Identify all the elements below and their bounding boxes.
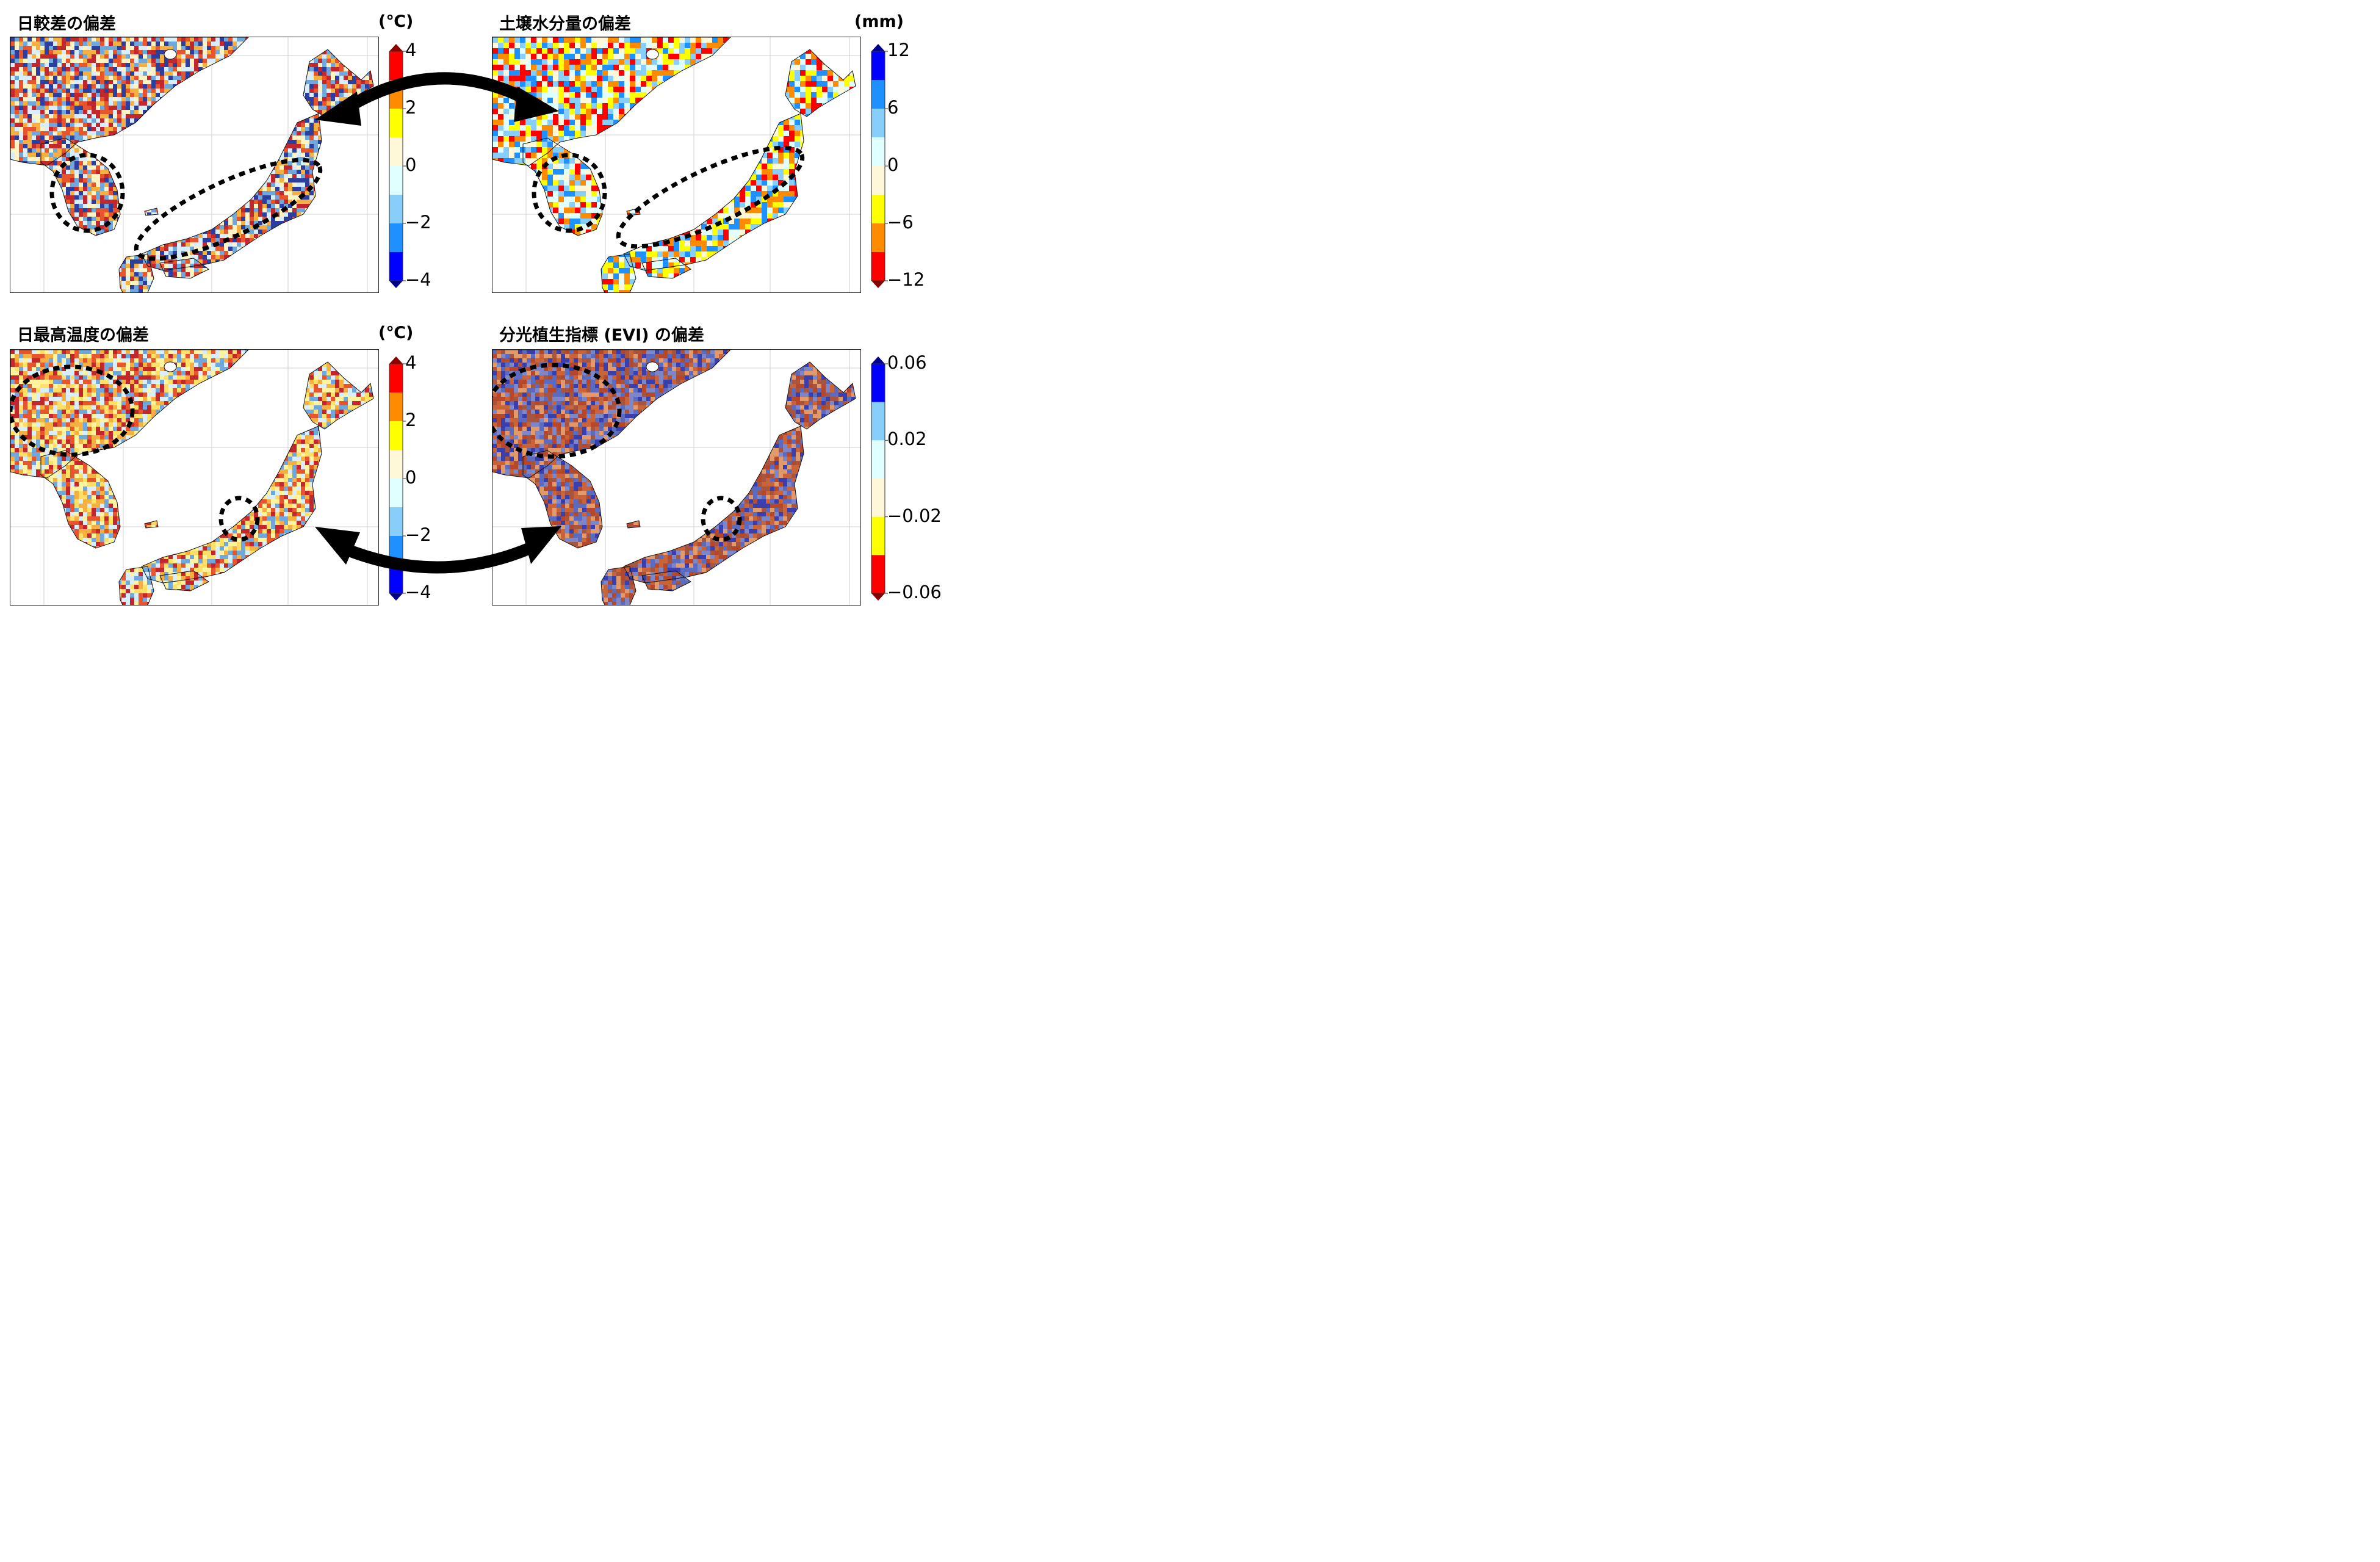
colorbar-tick-label: 0 — [405, 467, 417, 488]
colorbar-tick-label: −4 — [405, 269, 431, 290]
colorbar-extend-top — [389, 44, 403, 51]
highlight-ellipse — [532, 153, 607, 233]
colorbar-tick-label: 6 — [887, 97, 899, 118]
colorbar-tick-label: 4 — [405, 40, 417, 60]
colorbar-dtr-svg — [389, 44, 406, 288]
colorbar-segment — [871, 252, 885, 281]
highlight-ellipse — [492, 363, 622, 459]
lake — [164, 361, 177, 372]
panel-title: 日較差の偏差 — [17, 15, 116, 34]
map-dtr-svg — [10, 37, 378, 292]
colorbar-tick-label: −0.02 — [887, 505, 942, 526]
colorbar-extend-bottom — [389, 593, 403, 601]
lake — [646, 49, 659, 60]
colorbar-tick-label: −2 — [405, 524, 431, 545]
colorbar-segment — [871, 166, 885, 195]
colorbar-segment — [871, 364, 885, 403]
colorbar-extend-top — [389, 356, 403, 364]
colorbar-extend-bottom — [389, 281, 403, 288]
colorbar-segment — [871, 109, 885, 138]
colorbar-tick-label: 4 — [405, 352, 417, 373]
colorbar-segment — [871, 402, 885, 441]
map-soil — [492, 37, 861, 293]
map-evi — [492, 349, 861, 606]
colorbar-segment — [389, 195, 403, 224]
colorbar-segment — [389, 223, 403, 253]
colorbar-segment — [389, 137, 403, 167]
colorbar-segment — [389, 166, 403, 195]
colorbar-segment — [389, 364, 403, 393]
highlight-ellipse — [218, 496, 260, 542]
colorbar-segment — [389, 421, 403, 450]
colorbar-evi-svg — [871, 356, 888, 601]
colorbar-segment — [389, 479, 403, 508]
colorbar-extend-bottom — [871, 281, 885, 288]
highlight-ellipse — [49, 153, 125, 233]
panel-title: 日最高温度の偏差 — [17, 326, 149, 345]
map-evi-svg — [492, 350, 860, 605]
colorbar-tick-label: 0.02 — [887, 428, 927, 450]
colorbar-segment — [389, 109, 403, 138]
colorbar-soil: 12 6 0 −6 −12 — [871, 40, 945, 290]
colorbar-segment — [389, 252, 403, 281]
colorbar-segment — [389, 450, 403, 479]
colorbar-tick-label: −12 — [887, 269, 925, 290]
colorbar-segment — [871, 223, 885, 253]
colorbar-segment — [389, 80, 403, 109]
colorbar-segment — [389, 536, 403, 565]
colorbar-segment — [871, 516, 885, 555]
highlight-ellipse — [616, 145, 805, 249]
colorbar-tmax: 4 2 0 −2 −4 — [389, 352, 463, 602]
lake — [646, 361, 659, 372]
highlight-ellipse — [10, 364, 135, 457]
colorbar-segment — [871, 137, 885, 167]
colorbar-tick-label: −4 — [405, 582, 431, 602]
colorbar-tick-label: −0.06 — [887, 582, 942, 602]
colorbar-tick-label: 0 — [405, 154, 417, 175]
colorbar-soil-svg — [871, 44, 888, 288]
colorbar-segment — [389, 51, 403, 81]
unit-label: (℃) — [378, 12, 414, 31]
colorbar-tick-label: 0.06 — [887, 352, 927, 373]
colorbar-segment — [871, 440, 885, 479]
map-texture — [492, 350, 856, 605]
colorbar-segment — [389, 507, 403, 537]
colorbar-tmax-svg — [389, 356, 406, 601]
panel-title: 土壌水分量の偏差 — [499, 15, 631, 34]
colorbar-tick-label: 2 — [405, 410, 417, 430]
colorbar-segment — [871, 195, 885, 224]
colorbar-tick-label: 0 — [887, 154, 899, 175]
colorbar-dtr: 4 2 0 −2 −4 — [389, 40, 463, 290]
colorbar-extend-top — [871, 356, 885, 364]
colorbar-segment — [871, 479, 885, 518]
unit-label: (mm) — [854, 12, 904, 31]
panel-title: 分光植生指標 (EVI) の偏差 — [499, 326, 704, 345]
colorbar-tick-label: −6 — [887, 212, 914, 233]
highlight-ellipse — [701, 496, 742, 542]
map-dtr — [10, 37, 379, 293]
colorbar-segment — [389, 392, 403, 422]
map-tmax-svg — [10, 350, 378, 605]
colorbar-extend-top — [871, 44, 885, 51]
colorbar-tick-label: 12 — [887, 40, 910, 60]
coastline — [10, 350, 374, 605]
unit-label: (℃) — [378, 324, 414, 342]
colorbar-tick-label: 2 — [405, 97, 417, 118]
map-texture — [10, 350, 373, 605]
colorbar-evi: 0.06 0.02 −0.02 −0.06 — [871, 352, 951, 602]
map-soil-svg — [492, 37, 860, 292]
colorbar-extend-bottom — [871, 593, 885, 601]
colorbar-segment — [871, 80, 885, 109]
colorbar-tick-label: −2 — [405, 212, 431, 233]
colorbar-segment — [389, 565, 403, 594]
map-tmax — [10, 349, 379, 606]
colorbar-segment — [871, 51, 885, 81]
colorbar-segment — [871, 555, 885, 594]
lake — [164, 49, 177, 60]
